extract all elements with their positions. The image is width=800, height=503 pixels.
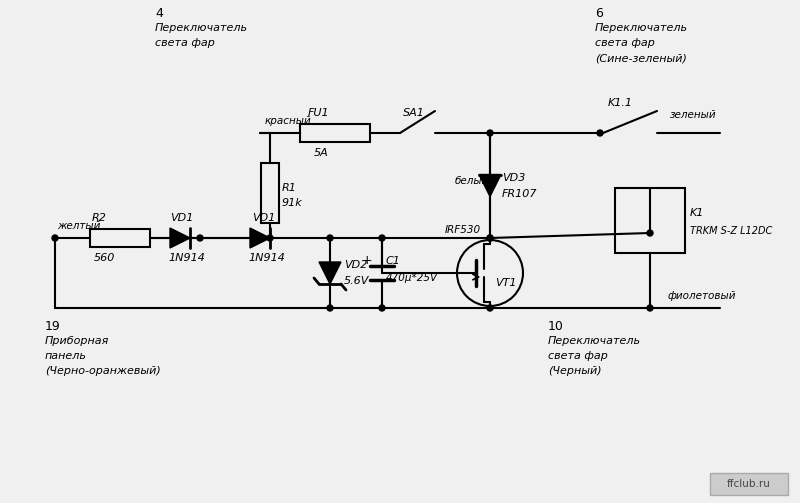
FancyBboxPatch shape (300, 124, 370, 142)
Circle shape (52, 235, 58, 241)
Text: 560: 560 (94, 253, 115, 263)
Text: 91k: 91k (282, 198, 302, 208)
Text: R2: R2 (92, 213, 107, 223)
Circle shape (379, 305, 385, 311)
Text: 4: 4 (155, 7, 163, 20)
Text: 1N914: 1N914 (248, 253, 285, 263)
FancyBboxPatch shape (261, 163, 279, 223)
Text: красный: красный (265, 116, 312, 126)
Text: VD3: VD3 (502, 173, 526, 183)
Text: (Черный): (Черный) (548, 366, 602, 376)
Text: света фар: света фар (595, 38, 655, 48)
Text: фиолетовый: фиолетовый (668, 291, 737, 301)
Text: 1N914: 1N914 (168, 253, 205, 263)
Text: VD1: VD1 (170, 213, 194, 223)
Text: VD1: VD1 (252, 213, 275, 223)
Circle shape (647, 230, 653, 236)
Text: зеленый: зеленый (670, 110, 717, 120)
Circle shape (647, 305, 653, 311)
Text: FR107: FR107 (502, 189, 538, 199)
Text: желтый: желтый (57, 221, 100, 231)
Text: TRKM S-Z L12DC: TRKM S-Z L12DC (690, 225, 772, 235)
Text: Переключатель: Переключатель (595, 23, 688, 33)
Text: 470μ*25V: 470μ*25V (386, 273, 438, 283)
Text: 5A: 5A (314, 148, 329, 158)
Text: белый: белый (455, 176, 490, 186)
Text: IRF530: IRF530 (445, 225, 481, 235)
Text: C1: C1 (386, 256, 401, 266)
Circle shape (379, 235, 385, 241)
Text: света фар: света фар (548, 351, 608, 361)
Text: 5.6V: 5.6V (344, 276, 370, 286)
Text: FU1: FU1 (308, 108, 330, 118)
FancyBboxPatch shape (710, 473, 788, 495)
Text: Переключатель: Переключатель (155, 23, 248, 33)
Text: R1: R1 (282, 183, 297, 193)
Circle shape (487, 305, 493, 311)
Text: K1.1: K1.1 (608, 98, 633, 108)
Circle shape (267, 235, 273, 241)
Text: VT1: VT1 (495, 278, 517, 288)
Circle shape (487, 130, 493, 136)
Polygon shape (319, 262, 341, 284)
Polygon shape (250, 228, 270, 248)
Text: ffclub.ru: ffclub.ru (727, 479, 771, 489)
Text: SA1: SA1 (403, 108, 425, 118)
Polygon shape (479, 175, 501, 197)
Text: (Черно-оранжевый): (Черно-оранжевый) (45, 366, 161, 376)
Text: 10: 10 (548, 319, 564, 332)
Circle shape (487, 235, 493, 241)
Text: K1: K1 (690, 208, 704, 217)
FancyBboxPatch shape (615, 188, 685, 253)
Text: +: + (362, 255, 373, 268)
Text: света фар: света фар (155, 38, 215, 48)
Text: 19: 19 (45, 319, 61, 332)
Circle shape (597, 130, 603, 136)
Text: 6: 6 (595, 7, 603, 20)
Polygon shape (170, 228, 190, 248)
Circle shape (327, 305, 333, 311)
Circle shape (197, 235, 203, 241)
Text: (Сине-зеленый): (Сине-зеленый) (595, 53, 687, 63)
Text: панель: панель (45, 351, 87, 361)
Circle shape (487, 235, 493, 241)
Text: VD2: VD2 (344, 260, 367, 270)
Circle shape (327, 235, 333, 241)
Text: Приборная: Приборная (45, 336, 110, 346)
Text: Переключатель: Переключатель (548, 336, 641, 346)
FancyBboxPatch shape (90, 229, 150, 247)
